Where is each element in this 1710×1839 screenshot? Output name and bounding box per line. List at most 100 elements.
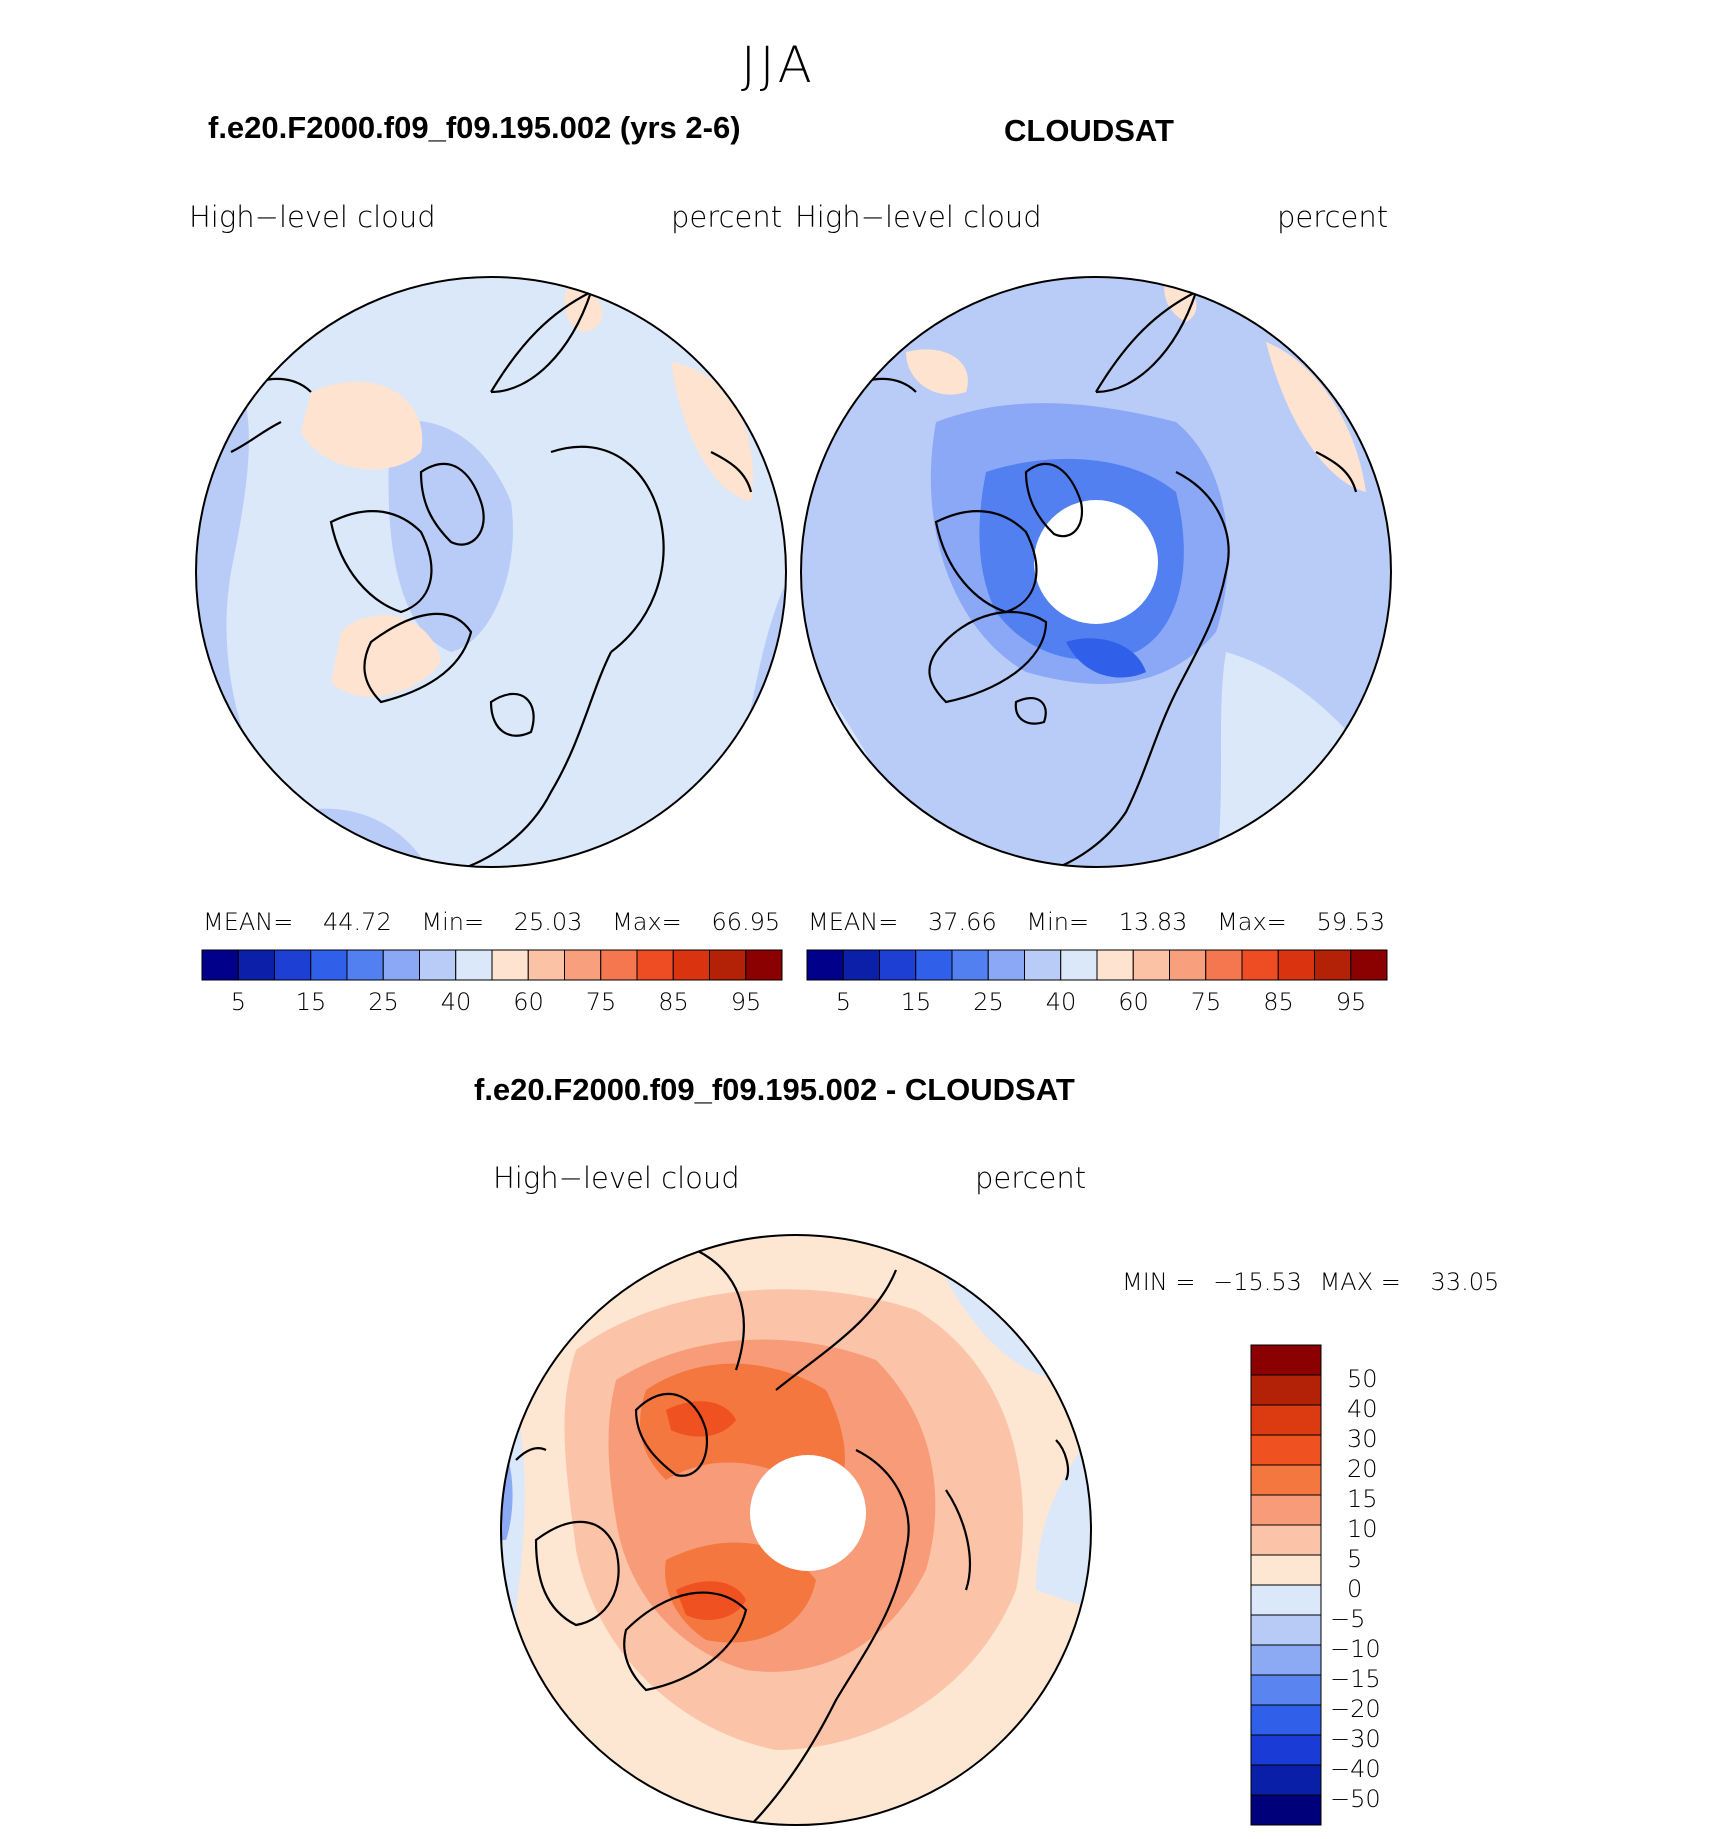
colorbar-tick-label: 85 [1263,988,1294,1016]
colorbar-tick-label: 30 [1347,1425,1378,1453]
diff-panel-title: f.e20.F2000.f09_f09.195.002 - CLOUDSAT [474,1072,1075,1107]
colorbar-tick-label: 15 [295,988,327,1016]
colorbar-tick-label: 25 [368,988,399,1016]
model-polar-map [195,276,787,868]
colorbar-swatch [1096,949,1134,981]
colorbar-swatch [1132,949,1170,981]
colorbar-swatch [600,949,638,981]
colorbar-swatch [564,949,602,981]
colorbar-swatch [1250,1494,1322,1526]
colorbar-swatch [274,949,312,981]
obs-units-label: percent [1277,200,1389,234]
model-stats: MEAN= 44.72 Min= 25.03 Max= 66.95 [203,908,780,936]
model-min-value: 25.03 [513,908,583,936]
diff-variable-label: High−level cloud [493,1161,740,1195]
colorbar-swatch [1060,949,1098,981]
colorbar-tick-label: 85 [658,988,689,1016]
colorbar-swatch [1250,1404,1322,1436]
colorbar-tick-label: 75 [585,988,617,1016]
obs-stats: MEAN= 37.66 Min= 13.83 Max= 59.53 [808,908,1385,936]
colorbar-swatch [879,949,917,981]
colorbar-tick-label: 5 [1347,1545,1363,1573]
colorbar-tick-label: −40 [1330,1755,1381,1783]
colorbar-swatch [1250,1464,1322,1496]
obs-panel-title: CLOUDSAT [1004,113,1174,148]
colorbar-swatch [310,949,348,981]
colorbar-swatch [1250,1374,1322,1406]
colorbar-swatch [1024,949,1062,981]
model-mean-value: 44.72 [323,908,392,936]
colorbar-swatch [382,949,420,981]
model-colorbar [201,949,783,981]
obs-colorbar [806,949,1388,981]
colorbar-swatch [842,949,880,981]
diff-min-value: −15.53 [1213,1268,1302,1296]
colorbar-tick-label: 10 [1347,1515,1378,1543]
colorbar-tick-label: 15 [1347,1485,1378,1513]
colorbar-swatch [1250,1344,1322,1376]
colorbar-swatch [1250,1434,1322,1466]
obs-max-value: 59.53 [1316,908,1386,936]
diff-min-label: MIN = [1122,1268,1196,1296]
obs-min-label: Min= [1026,908,1090,936]
model-max-value: 66.95 [711,908,781,936]
colorbar-swatch [636,949,674,981]
colorbar-swatch [1314,949,1352,981]
colorbar-swatch [1277,949,1315,981]
colorbar-swatch [1350,949,1388,981]
colorbar-tick-label: 15 [900,988,932,1016]
colorbar-swatch [987,949,1025,981]
model-min-label: Min= [421,908,485,936]
model-panel-title: f.e20.F2000.f09_f09.195.002 (yrs 2-6) [208,110,741,145]
obs-mean-value: 37.66 [928,908,997,936]
model-units-label: percent [671,200,783,234]
colorbar-swatch [1169,949,1207,981]
colorbar-swatch [1250,1764,1322,1796]
colorbar-swatch [455,949,493,981]
colorbar-swatch [1250,1614,1322,1646]
colorbar-swatch [709,949,747,981]
colorbar-swatch [1250,1554,1322,1586]
colorbar-tick-label: −20 [1330,1695,1381,1723]
model-mean-label: MEAN= [203,908,294,936]
colorbar-tick-label: −10 [1330,1635,1381,1663]
diff-stats: MIN = −15.53 MAX = 33.05 [1122,1268,1499,1296]
colorbar-swatch [672,949,710,981]
colorbar-swatch [201,949,239,981]
colorbar-swatch [1250,1794,1322,1826]
diff-polar-map [500,1234,1092,1826]
model-variable-label: High−level cloud [189,200,436,234]
colorbar-swatch [1241,949,1279,981]
colorbar-tick-label: 40 [440,988,472,1016]
colorbar-tick-label: 75 [1190,988,1222,1016]
colorbar-swatch [806,949,844,981]
colorbar-swatch [915,949,953,981]
obs-polar-map [800,276,1392,868]
colorbar-tick-label: 95 [1335,988,1367,1016]
colorbar-swatch [1250,1734,1322,1766]
diff-colorbar [1250,1344,1322,1826]
colorbar-swatch [1250,1704,1322,1736]
colorbar-swatch [237,949,275,981]
colorbar-tick-label: −5 [1330,1605,1366,1633]
colorbar-tick-label: 40 [1347,1395,1378,1423]
colorbar-tick-label: 20 [1347,1455,1378,1483]
colorbar-tick-label: 60 [513,988,544,1016]
colorbar-swatch [951,949,989,981]
diff-max-label: MAX = [1319,1268,1401,1296]
colorbar-tick-label: 25 [973,988,1004,1016]
obs-mean-label: MEAN= [808,908,899,936]
colorbar-tick-label: 50 [1347,1365,1378,1393]
model-max-label: Max= [612,908,682,936]
colorbar-swatch [491,949,529,981]
colorbar-swatch [1205,949,1243,981]
colorbar-tick-label: 60 [1118,988,1149,1016]
obs-min-value: 13.83 [1118,908,1188,936]
colorbar-tick-label: 5 [230,988,247,1016]
colorbar-swatch [1250,1584,1322,1616]
colorbar-tick-label: 40 [1045,988,1077,1016]
colorbar-tick-label: −15 [1330,1665,1381,1693]
colorbar-tick-label: −50 [1330,1785,1381,1813]
colorbar-tick-label: 5 [835,988,852,1016]
diff-units-label: percent [975,1161,1087,1195]
